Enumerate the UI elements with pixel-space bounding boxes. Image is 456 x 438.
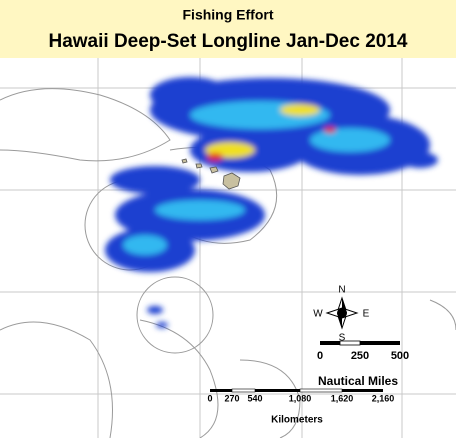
compass-label: E — [363, 309, 370, 320]
islands — [181, 158, 241, 190]
header-title: Fishing Effort — [183, 7, 274, 23]
header-subtitle: Hawaii Deep-Set Longline Jan-Dec 2014 — [48, 31, 407, 52]
compass-label: W — [313, 309, 323, 320]
scale-label: 0 — [317, 350, 323, 362]
effort-area — [156, 322, 168, 328]
scale-segment — [360, 341, 400, 345]
scale-label: 0 — [207, 393, 212, 403]
scale-bar-km: 0 270 540 1,080 1,620 2,160 Kilometers — [207, 388, 395, 426]
effort-area — [402, 152, 438, 168]
eez-boundary — [0, 321, 113, 438]
island — [195, 163, 203, 169]
scale-label: 1,080 — [289, 393, 312, 403]
scale-label: 270 — [224, 393, 239, 403]
scale-label: 1,620 — [331, 393, 354, 403]
effort-area — [123, 235, 167, 255]
effort-area — [147, 306, 163, 314]
island — [181, 158, 188, 164]
island — [209, 166, 219, 174]
scale-segment — [231, 388, 256, 393]
scale-segment — [342, 389, 383, 392]
effort-area — [207, 153, 223, 161]
eez-boundary — [139, 319, 219, 438]
compass-center — [337, 308, 347, 318]
scale-segment — [210, 389, 232, 392]
effort-area — [324, 127, 336, 133]
scale-unit: Kilometers — [271, 415, 323, 426]
eez-boundary — [136, 276, 214, 354]
scale-unit: Nautical Miles — [318, 374, 398, 388]
scale-label: 500 — [391, 350, 409, 362]
scale-segment — [299, 388, 343, 393]
eez-boundary — [239, 359, 301, 438]
compass-label: S — [339, 333, 346, 344]
scale-segment — [320, 341, 340, 345]
compass-label: N — [338, 285, 345, 296]
scale-segment — [255, 389, 300, 392]
effort-heatmap — [105, 77, 438, 328]
effort-area — [310, 128, 390, 152]
scale-bar-nautical: 0 250 500 Nautical Miles — [317, 340, 409, 388]
island — [222, 172, 241, 190]
scale-segment — [339, 340, 361, 346]
scale-label: 250 — [351, 350, 369, 362]
effort-area — [110, 166, 200, 194]
effort-area — [155, 200, 245, 220]
header-band — [0, 0, 456, 58]
effort-area — [150, 77, 230, 113]
scale-label: 540 — [247, 393, 262, 403]
compass: N S E W — [313, 285, 369, 344]
eez-boundary — [0, 88, 171, 162]
scale-label: 2,160 — [372, 393, 395, 403]
effort-area — [280, 104, 320, 116]
